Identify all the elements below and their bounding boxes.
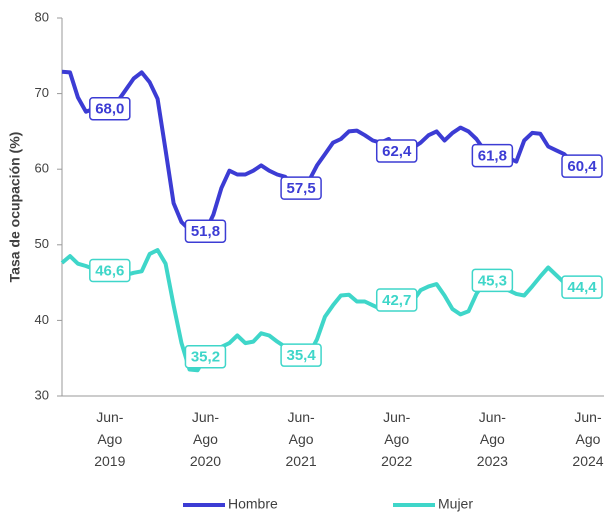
data-label-box bbox=[561, 154, 603, 178]
data-label-box bbox=[89, 258, 131, 283]
data-label: 35,2 bbox=[191, 349, 220, 366]
y-tick-label: 40 bbox=[35, 312, 49, 327]
data-label: 51,8 bbox=[191, 223, 220, 240]
series-line bbox=[60, 248, 588, 373]
y-axis-title: Tasa de ocupación (%) bbox=[7, 132, 23, 283]
data-label-box bbox=[471, 143, 514, 168]
x-tick-label: Jun- Ago 2022 bbox=[381, 409, 413, 469]
data-label-box bbox=[280, 343, 322, 367]
data-label-box bbox=[375, 139, 418, 163]
data-label: 60,4 bbox=[567, 158, 597, 175]
y-tick-label: 80 bbox=[35, 9, 49, 24]
data-label-box bbox=[184, 344, 227, 369]
legend-label: Mujer bbox=[438, 496, 473, 512]
x-tick-label: Jun- Ago 2021 bbox=[285, 409, 317, 469]
data-label: 62,4 bbox=[382, 143, 412, 160]
data-label: 57,5 bbox=[286, 180, 315, 197]
data-label: 61,8 bbox=[478, 148, 507, 165]
legend-label: Hombre bbox=[228, 496, 278, 512]
data-label-box bbox=[561, 275, 603, 299]
y-tick-label: 60 bbox=[35, 161, 49, 176]
data-label-box bbox=[375, 288, 418, 312]
data-label: 42,7 bbox=[382, 292, 411, 309]
data-label: 35,4 bbox=[286, 347, 316, 364]
data-label-box bbox=[280, 176, 322, 200]
data-label-box bbox=[471, 268, 514, 293]
x-tick-label: Jun- Ago 2024 bbox=[572, 409, 604, 469]
data-label-box bbox=[89, 96, 131, 121]
y-tick-label: 50 bbox=[35, 236, 49, 251]
data-label: 46,6 bbox=[95, 262, 124, 279]
data-label: 45,3 bbox=[478, 272, 507, 289]
x-tick-label: Jun- Ago 2023 bbox=[476, 409, 508, 469]
data-label-box bbox=[184, 219, 227, 243]
data-label: 44,4 bbox=[567, 279, 597, 296]
x-tick-label: Jun- Ago 2020 bbox=[189, 409, 222, 469]
y-tick-label: 70 bbox=[35, 85, 49, 100]
y-tick-label: 30 bbox=[35, 387, 49, 402]
x-tick-label: Jun- Ago 2019 bbox=[94, 409, 126, 469]
data-label: 68,0 bbox=[95, 101, 124, 118]
